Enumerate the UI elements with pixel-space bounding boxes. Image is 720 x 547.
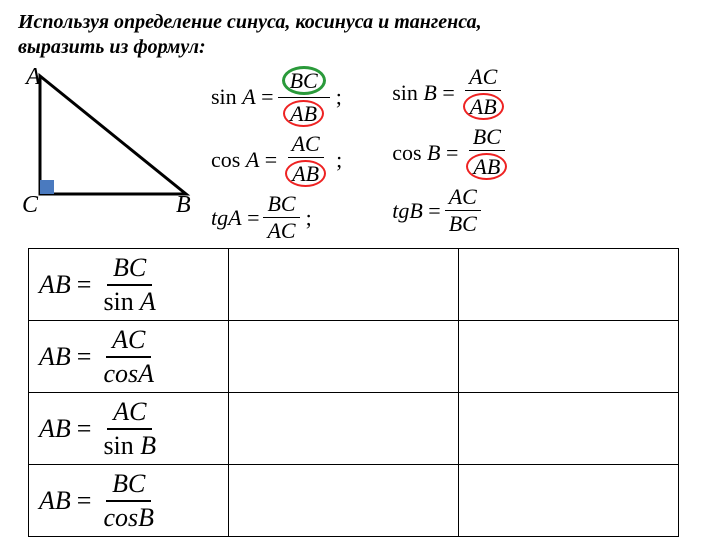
table-row: AB=ACcosA xyxy=(29,321,679,393)
formula-fraction: BCAB xyxy=(278,66,330,127)
fraction-numerator: AC xyxy=(445,186,481,211)
table-cell: AB=BCsin A xyxy=(29,249,229,321)
triangle-diagram: A C B xyxy=(18,66,193,216)
table-cell xyxy=(229,321,459,393)
fraction-denominator: cosB xyxy=(97,502,160,531)
table-row: AB=BCcosB xyxy=(29,465,679,537)
fraction-numerator: AC xyxy=(465,66,501,91)
table-cell xyxy=(459,393,679,465)
fraction-denominator: AB xyxy=(279,98,328,127)
formula-fraction: ACAB xyxy=(281,133,330,187)
right-angle-marker xyxy=(40,180,54,194)
table-cell xyxy=(459,321,679,393)
table-cell: AB=ACcosA xyxy=(29,321,229,393)
fraction-numerator: BC xyxy=(107,254,152,285)
table-cell: AB=ACsin B xyxy=(29,393,229,465)
formula-fraction: BCAB xyxy=(462,126,511,180)
eq-fraction: ACsin B xyxy=(97,398,162,459)
formula-fraction: ACBC xyxy=(445,186,481,235)
formulas-col-b: sin B =ACABcos B =BCABtgB =ACBC xyxy=(392,66,511,242)
fraction-numerator: BC xyxy=(278,66,330,98)
table-row: AB=ACsin B xyxy=(29,393,679,465)
fraction-numerator: AC xyxy=(107,398,152,429)
triangle-svg: A C B xyxy=(18,66,193,216)
formula: cos B =BCAB xyxy=(392,126,511,180)
formula: sin A =BCAB; xyxy=(211,66,342,127)
formula-lhs: sin A = xyxy=(211,84,274,110)
formula: tgB =ACBC xyxy=(392,186,511,235)
title-line-2: выразить из формул: xyxy=(18,36,206,58)
triangle-shape xyxy=(40,76,186,194)
eq-lhs: AB xyxy=(39,486,71,516)
fraction-numerator: BC xyxy=(106,470,151,501)
fraction-denominator: sin A xyxy=(97,286,161,315)
table-cell xyxy=(459,465,679,537)
semicolon: ; xyxy=(334,147,342,173)
vertex-label-c: C xyxy=(22,192,39,216)
eq-fraction: BCsin A xyxy=(97,254,161,315)
formula-lhs: tgA = xyxy=(211,205,259,231)
fraction-denominator: AB xyxy=(281,158,330,187)
semicolon: ; xyxy=(304,205,312,231)
title-line-1: Используя определение синуса, косинуса и… xyxy=(18,11,482,33)
fraction-denominator: sin B xyxy=(97,430,162,459)
fraction-numerator: BC xyxy=(263,193,299,218)
fraction-numerator: AC xyxy=(106,326,151,357)
table-cell xyxy=(229,465,459,537)
table-cell: AB=BCcosB xyxy=(29,465,229,537)
eq-lhs: AB xyxy=(39,270,71,300)
fraction-numerator: BC xyxy=(469,126,505,151)
formula-lhs: sin B = xyxy=(392,80,455,106)
vertex-label-a: A xyxy=(24,66,41,90)
fraction-denominator: BC xyxy=(445,211,481,235)
formula-lhs: cos A = xyxy=(211,147,277,173)
table-cell xyxy=(459,249,679,321)
fraction-denominator: cosA xyxy=(97,358,160,387)
eq-lhs: AB xyxy=(39,342,71,372)
table-row: AB=BCsin A xyxy=(29,249,679,321)
figure-row: A C B sin A =BCAB;cos A =ACAB;tgA =BCAC;… xyxy=(18,66,702,242)
fraction-denominator: AC xyxy=(263,218,299,242)
formulas-col-a: sin A =BCAB;cos A =ACAB;tgA =BCAC; xyxy=(211,66,342,242)
semicolon: ; xyxy=(334,84,342,110)
page-title: Используя определение синуса, косинуса и… xyxy=(18,10,702,60)
eq-fraction: ACcosA xyxy=(97,326,160,387)
fraction-numerator: AC xyxy=(288,133,324,158)
formula: sin B =ACAB xyxy=(392,66,511,120)
formula-lhs: cos B = xyxy=(392,140,458,166)
table-cell xyxy=(229,393,459,465)
formulas-block: sin A =BCAB;cos A =ACAB;tgA =BCAC; sin B… xyxy=(211,66,511,242)
derivation-tbody: AB=BCsin AAB=ACcosAAB=ACsin BAB=BCcosB xyxy=(29,249,679,537)
formula-fraction: BCAC xyxy=(263,193,299,242)
table-cell xyxy=(229,249,459,321)
eq-lhs: AB xyxy=(39,414,71,444)
fraction-denominator: AB xyxy=(459,91,508,120)
eq-fraction: BCcosB xyxy=(97,470,160,531)
formula-fraction: ACAB xyxy=(459,66,508,120)
derivation-table: AB=BCsin AAB=ACcosAAB=ACsin BAB=BCcosB xyxy=(28,248,679,537)
vertex-label-b: B xyxy=(176,192,191,216)
formula: tgA =BCAC; xyxy=(211,193,342,242)
fraction-denominator: AB xyxy=(462,151,511,180)
formula: cos A =ACAB; xyxy=(211,133,342,187)
formula-lhs: tgB = xyxy=(392,198,440,224)
